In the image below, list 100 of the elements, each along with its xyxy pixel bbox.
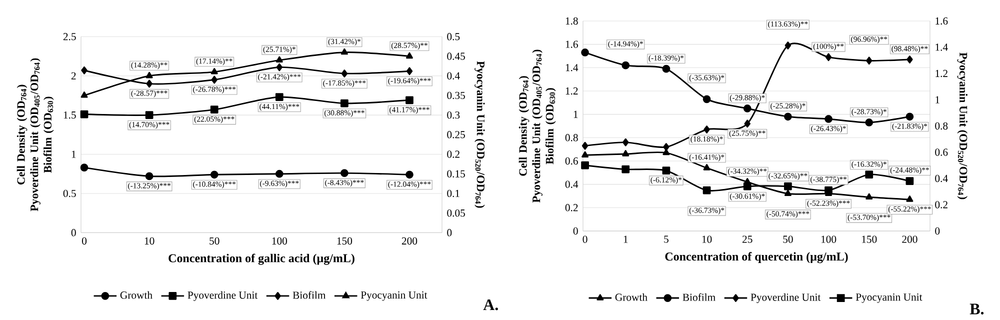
legend-label: Growth [615, 293, 648, 301]
text: Cell Density (OD$_{764}$) Pyoverdine Unit (OD$_{405}$/OD$_{764}$) Biofilm (OD$_{630}$) [518, 50, 556, 203]
point [81, 66, 88, 74]
point [340, 48, 348, 55]
point [866, 56, 872, 65]
point [663, 143, 670, 151]
y2-tick-label: 0.8 [935, 122, 948, 130]
y2-axis-title: Pyocyanin Unit (OD$_{520}$/OD$_{764}$) [474, 61, 485, 208]
y2-tick-label: 1.6 [936, 17, 948, 25]
legend-label: Pyoverdine Unit [750, 293, 821, 304]
y-tick-label: 1.6 [566, 40, 578, 48]
point [906, 56, 913, 64]
x-tick-label: 100 [272, 237, 287, 245]
point [340, 169, 348, 178]
point [622, 61, 630, 70]
point [210, 170, 218, 179]
point [622, 150, 630, 156]
x-tick-label: 150 [337, 237, 352, 245]
point [80, 110, 88, 118]
y2-tick-label: 0.1 [447, 190, 460, 198]
legend-label: Growth [120, 291, 152, 299]
y2-tick-label: 1.4 [936, 44, 948, 51]
x-tick-label: 10 [144, 237, 154, 245]
point [211, 76, 218, 84]
x-axis-title: Concentration of gallic acid (µg/mL) [168, 254, 354, 265]
x-tick-label: 0 [582, 236, 588, 243]
y2-tick-label: 0.3 [447, 111, 460, 119]
x-tick-label: 1 [624, 236, 628, 243]
point [80, 164, 88, 172]
text: Cell Density (OD$_{764}$) Pyoverdine Unit (OD$_{405}$/OD$_{764}$) Biofilm (OD$_{630}$) [16, 58, 54, 212]
point [865, 170, 874, 178]
y-tick-label: 1.8 [566, 17, 578, 25]
point [406, 67, 413, 76]
point [703, 164, 710, 170]
point [145, 172, 154, 180]
y2-tick-label: 0.45 [447, 52, 465, 60]
y-tick-label: 0.4 [565, 180, 578, 188]
x-tick-label: 200 [402, 237, 418, 245]
point [743, 104, 752, 112]
point [744, 120, 750, 128]
point [784, 190, 792, 196]
legend-label: Pyocyanin Unit [360, 291, 428, 301]
point [824, 186, 832, 194]
point [210, 106, 218, 114]
x-tick-label: 50 [783, 236, 793, 243]
point [146, 72, 153, 78]
point [743, 182, 752, 190]
y2-axis-title: Pyocyanin Unit (OD$_{520}$/OD$_{764}$) [957, 52, 968, 200]
y2-tick-label: 1.2 [936, 70, 948, 78]
point [824, 115, 832, 123]
point [865, 118, 874, 126]
point [784, 112, 792, 121]
point [210, 68, 218, 74]
x-tick-label: 5 [664, 236, 668, 243]
point [406, 96, 414, 104]
point [784, 182, 792, 190]
y-tick-label: 2.5 [63, 33, 76, 40]
point [581, 48, 589, 56]
y-tick-label: 1 [574, 110, 578, 118]
y2-tick-label: 0.2 [447, 150, 460, 158]
y2-tick-label: 1 [936, 96, 940, 104]
point [276, 56, 283, 63]
point [622, 138, 629, 146]
x-tick-label: 200 [902, 236, 918, 243]
y-tick-label: 1 [72, 150, 76, 158]
point [145, 111, 154, 119]
legend-label: Pyoverdine Unit [188, 291, 258, 301]
point [825, 53, 832, 62]
y-tick-label: 0.8 [565, 134, 578, 142]
point [341, 70, 348, 78]
x-tick-label: 150 [862, 236, 877, 243]
point [662, 148, 670, 156]
y2-tick-label: 0.2 [935, 201, 948, 208]
x-tick-label: 10 [702, 236, 712, 243]
x-tick-label: 50 [210, 237, 220, 245]
point [662, 64, 670, 73]
x-axis-title: Concentration of quercetin (µg/mL) [665, 252, 848, 264]
y2-tick-label: 0.5 [447, 33, 460, 40]
y2-tick-label: 0.6 [935, 148, 948, 156]
legend-label: Biofilm [682, 293, 716, 301]
y-tick-label: 0.5 [63, 190, 76, 198]
point [406, 52, 413, 59]
point [582, 142, 588, 150]
x-tick-label: 0 [82, 237, 87, 245]
point [702, 95, 711, 104]
text: A. [483, 299, 498, 310]
y2-tick-label: 0.4 [935, 174, 948, 182]
legend-label: Biofilm [292, 291, 326, 299]
legend-label: Pyocyanin Unit [856, 294, 922, 303]
point [906, 112, 914, 121]
point [276, 63, 283, 72]
y2-tick-label: 0.05 [447, 209, 465, 217]
point [622, 165, 630, 174]
y2-tick-label: 0 [935, 227, 940, 235]
point [906, 196, 914, 202]
x-tick-label: 100 [821, 236, 836, 243]
point [702, 186, 711, 194]
y-tick-label: 0 [71, 229, 76, 236]
point [146, 80, 152, 88]
y-tick-label: 1.5 [64, 111, 76, 119]
